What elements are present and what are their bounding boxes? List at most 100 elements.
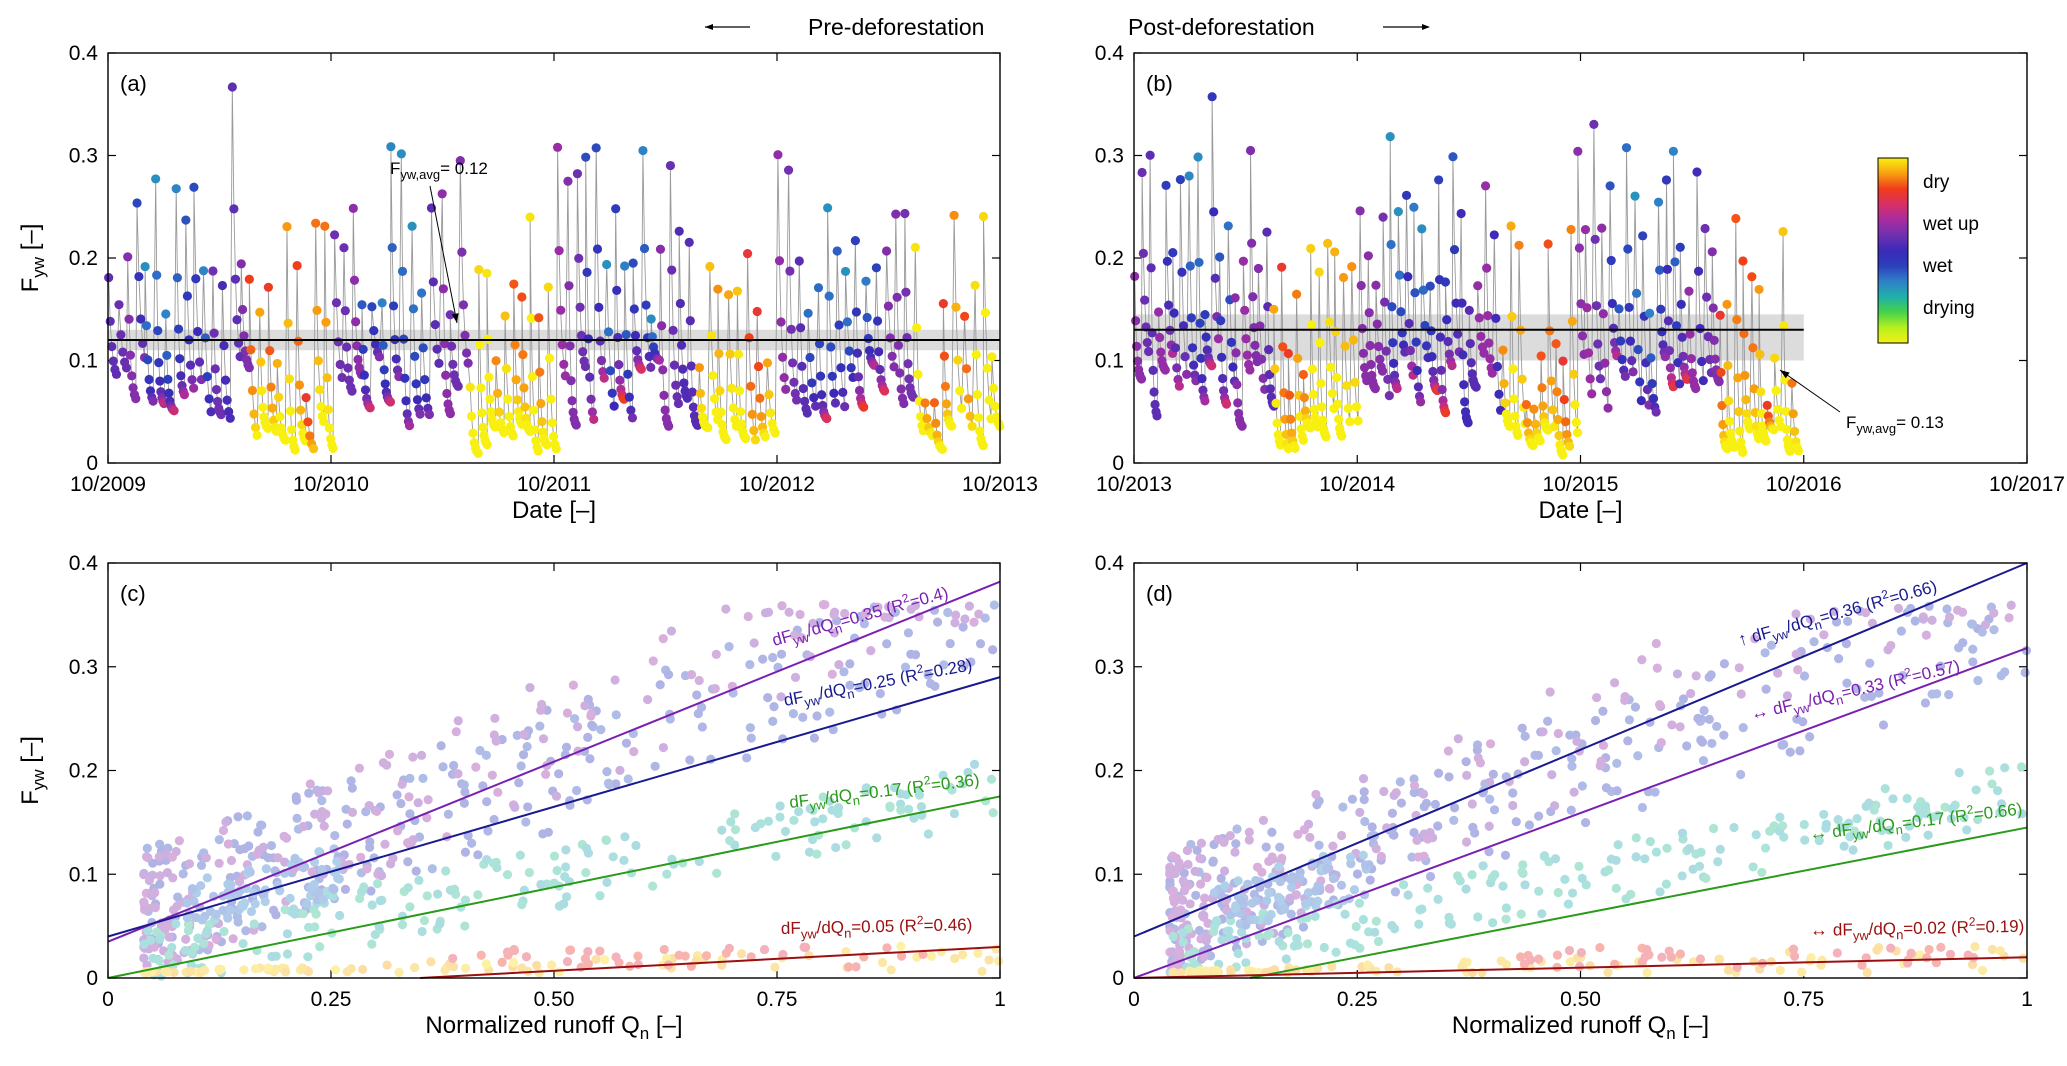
- scatter-point: [405, 902, 415, 912]
- fyw-point: [1571, 417, 1581, 427]
- scatter-point: [2018, 953, 2028, 963]
- fyw-point: [319, 417, 329, 427]
- fyw-point: [255, 307, 265, 317]
- scatter-point: [487, 770, 497, 780]
- pre-deforestation-label: Pre-deforestation: [705, 14, 984, 40]
- scatter-point: [1791, 609, 1801, 619]
- fyw-point: [875, 364, 885, 375]
- scatter-point: [1496, 956, 1506, 966]
- scatter-point: [218, 825, 229, 836]
- fit-label-sub: n: [833, 620, 844, 636]
- scatter-point: [1196, 879, 1206, 889]
- fyw-point: [482, 440, 492, 450]
- fyw-point: [1577, 331, 1588, 341]
- scatter-point: [1467, 799, 1477, 809]
- fyw-point: [1529, 404, 1539, 414]
- average-label-value: = 0.12: [440, 159, 488, 178]
- scatter-point: [1904, 821, 1914, 831]
- scatter-point: [1376, 851, 1386, 862]
- scatter-point: [211, 909, 221, 919]
- scatter-point: [172, 901, 182, 911]
- scatter-point: [310, 809, 320, 819]
- fyw-point: [1184, 171, 1194, 181]
- scatter-point: [975, 639, 986, 649]
- scatter-point: [404, 792, 414, 802]
- scatter-point: [1485, 739, 1496, 749]
- scatter-point: [1896, 626, 1906, 636]
- fyw-point: [1384, 391, 1394, 401]
- scatter-point: [711, 649, 721, 660]
- fyw-point: [1627, 356, 1637, 366]
- fyw-point: [1514, 240, 1524, 250]
- fyw-point: [798, 383, 808, 394]
- fyw-point: [323, 405, 333, 415]
- scatter-point: [969, 617, 979, 627]
- fyw-point: [988, 383, 999, 393]
- scatter-point: [1782, 691, 1793, 701]
- fyw-point: [549, 431, 559, 442]
- fyw-point: [1785, 446, 1795, 456]
- y-tick-label: 0: [1112, 967, 1124, 990]
- scatter-point: [1691, 671, 1701, 681]
- fyw-point: [1628, 367, 1638, 377]
- scatter-point: [1736, 769, 1746, 780]
- fyw-point: [1702, 292, 1712, 302]
- scatter-point: [297, 963, 308, 973]
- fyw-point: [1692, 167, 1702, 177]
- scatter-point: [810, 817, 820, 827]
- y-axis-label: Fyw [–]: [17, 736, 48, 805]
- y-tick-label: 0.4: [1095, 552, 1125, 575]
- fyw-point: [862, 312, 872, 323]
- fyw-point: [1440, 277, 1451, 287]
- scatter-point: [309, 879, 319, 890]
- fyw-point: [732, 286, 742, 296]
- scatter-point: [1959, 813, 1969, 823]
- scatter-point: [534, 968, 544, 978]
- scatter-point: [790, 672, 801, 682]
- fyw-point: [519, 383, 529, 393]
- fyw-point: [794, 256, 804, 266]
- fyw-point: [545, 353, 555, 363]
- scatter-point: [1359, 787, 1369, 797]
- scatter-point: [1654, 700, 1665, 710]
- scatter-point: [1631, 833, 1641, 843]
- fyw-point: [1278, 342, 1288, 352]
- scatter-point: [522, 741, 532, 752]
- scatter-point: [1785, 747, 1795, 757]
- scatter-point: [1534, 811, 1544, 821]
- fyw-point: [792, 395, 802, 405]
- scatter-point: [784, 607, 794, 617]
- fyw-point: [1231, 348, 1241, 358]
- fyw-point: [874, 347, 884, 357]
- scatter-point: [1788, 944, 1799, 954]
- scatter-point: [547, 960, 557, 970]
- fyw-point: [466, 411, 477, 421]
- scatter-point: [798, 712, 808, 722]
- scatter-point: [171, 919, 181, 929]
- fyw-point: [1392, 383, 1402, 394]
- scatter-point: [1971, 785, 1981, 795]
- fyw-point: [1300, 406, 1310, 416]
- fyw-point: [527, 371, 537, 382]
- fyw-point: [1653, 197, 1664, 207]
- scatter-point: [825, 796, 835, 806]
- fyw-point: [1213, 334, 1224, 344]
- scatter-point: [828, 725, 838, 735]
- scatter-point: [746, 733, 756, 743]
- scatter-point: [1244, 835, 1254, 845]
- scatter-point: [1351, 921, 1361, 932]
- scatter-point: [1298, 922, 1309, 932]
- y-tick-label: 0.3: [1095, 145, 1124, 168]
- scatter-point: [685, 755, 695, 765]
- scatter-point: [1624, 715, 1634, 725]
- fyw-point: [714, 348, 724, 359]
- scatter-point: [977, 966, 987, 977]
- fyw-point: [953, 355, 963, 365]
- fyw-point: [285, 406, 296, 416]
- fyw-point: [585, 372, 595, 382]
- y-tick-label: 0.1: [69, 350, 98, 373]
- scatter-point: [861, 608, 871, 618]
- scatter-point: [1363, 960, 1373, 970]
- fyw-point: [567, 396, 577, 406]
- fyw-point: [938, 299, 948, 309]
